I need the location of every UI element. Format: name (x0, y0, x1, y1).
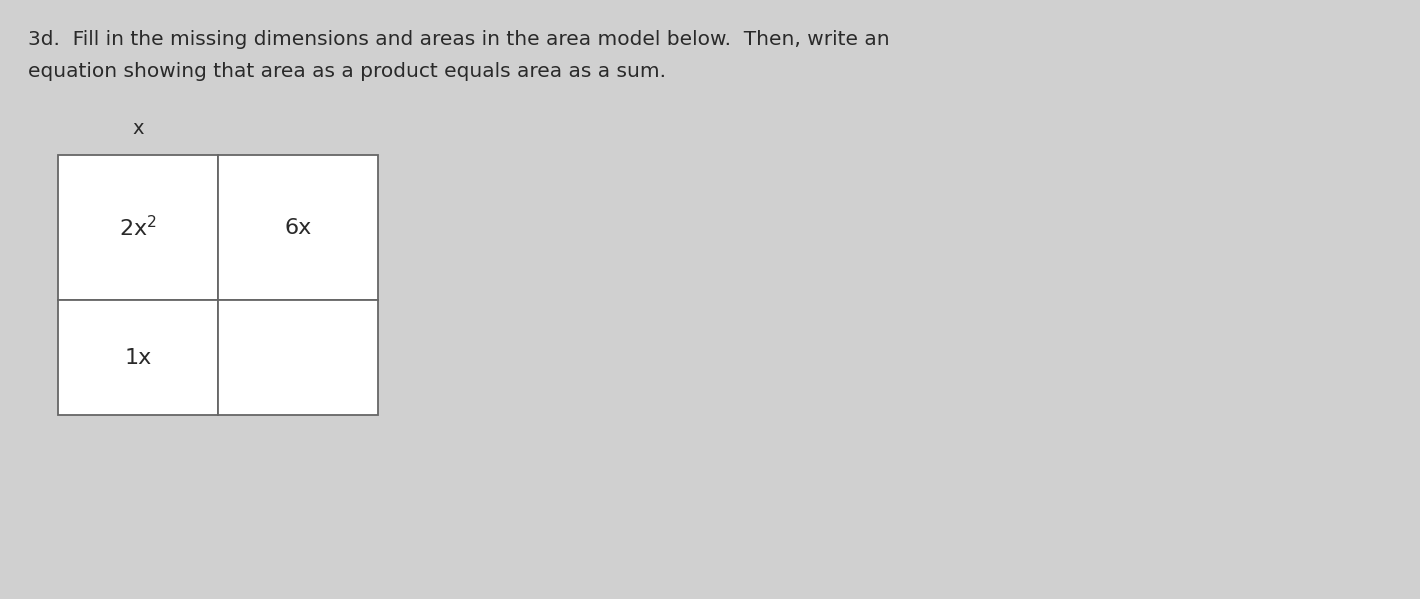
Bar (58, 155, 219, 300)
Bar (58, 300, 219, 415)
Text: 1x: 1x (125, 347, 152, 368)
Text: 6x: 6x (284, 217, 311, 237)
Text: 3d.  Fill in the missing dimensions and areas in the area model below.  Then, wr: 3d. Fill in the missing dimensions and a… (28, 30, 889, 49)
Bar (219, 300, 378, 415)
Text: $\mathregular{2x}^{2}$: $\mathregular{2x}^{2}$ (119, 215, 156, 240)
Text: equation showing that area as a product equals area as a sum.: equation showing that area as a product … (28, 62, 666, 81)
Text: x: x (132, 119, 143, 138)
Bar (219, 155, 378, 300)
